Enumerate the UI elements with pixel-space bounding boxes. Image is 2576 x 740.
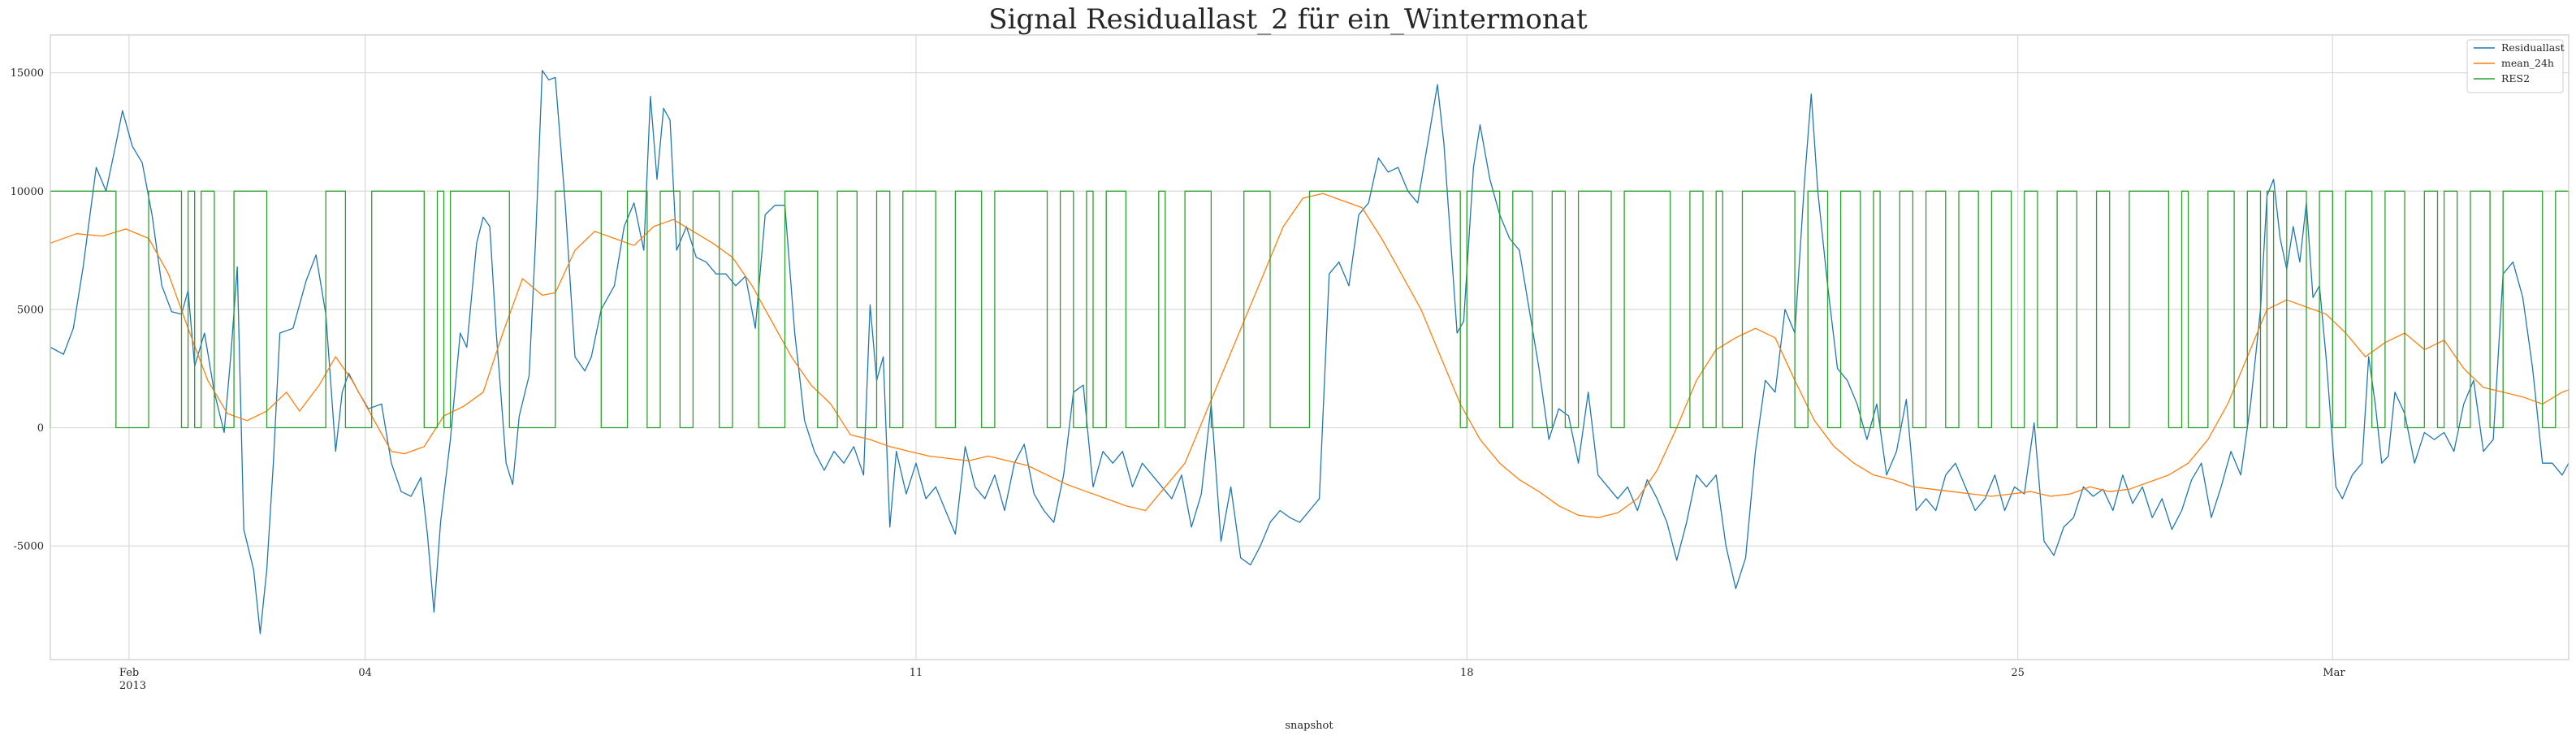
- x-tick-label: 11: [910, 667, 923, 679]
- x-tick-label: Mar: [2323, 667, 2345, 679]
- y-tick-label: 15000: [11, 67, 44, 80]
- x-tick-label: 18: [1460, 667, 1474, 679]
- x-tick-label: Feb: [119, 667, 139, 679]
- legend: Residuallast mean_24h RES2: [2466, 39, 2565, 93]
- legend-label: mean_24h: [2501, 57, 2554, 69]
- x-tick-sublabel: 2013: [119, 680, 146, 692]
- y-tick-label: 5000: [17, 304, 44, 316]
- plot-area: [50, 70, 2570, 634]
- x-tick-label: 04: [358, 667, 372, 679]
- series-line-Residuallast: [50, 70, 2570, 634]
- x-tick-label: 25: [2011, 667, 2025, 679]
- legend-label: Residuallast: [2501, 41, 2565, 54]
- y-axis: -5000 0 5000 10000 15000: [11, 67, 44, 553]
- plot-frame: [50, 34, 2570, 660]
- legend-label: RES2: [2501, 72, 2530, 84]
- y-tick-label: 0: [37, 422, 44, 435]
- series-line-RES2: [50, 190, 2570, 429]
- x-axis-label: snapshot: [1285, 720, 1333, 732]
- y-tick-label: -5000: [14, 541, 44, 553]
- series-line-mean_24h: [50, 193, 2570, 518]
- chart-title: Signal Residuallast_2 für ein_Wintermona…: [988, 3, 1588, 36]
- y-tick-label: 10000: [11, 186, 44, 198]
